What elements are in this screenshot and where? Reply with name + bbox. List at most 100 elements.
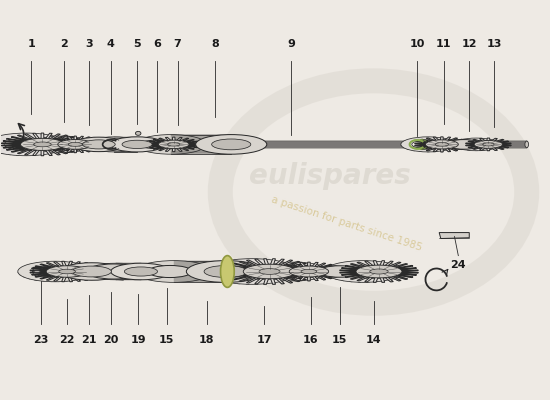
Polygon shape xyxy=(31,145,105,153)
Ellipse shape xyxy=(124,267,157,276)
Ellipse shape xyxy=(111,263,171,280)
Ellipse shape xyxy=(446,140,481,149)
Ellipse shape xyxy=(134,261,213,282)
Ellipse shape xyxy=(34,270,40,272)
Ellipse shape xyxy=(453,138,499,151)
Ellipse shape xyxy=(134,140,164,149)
Ellipse shape xyxy=(122,140,152,148)
Polygon shape xyxy=(149,140,156,148)
Ellipse shape xyxy=(436,142,448,146)
Polygon shape xyxy=(454,145,512,151)
Polygon shape xyxy=(147,137,200,152)
Text: 11: 11 xyxy=(436,39,452,49)
Ellipse shape xyxy=(206,259,299,284)
Polygon shape xyxy=(324,272,418,282)
Ellipse shape xyxy=(73,137,125,152)
Ellipse shape xyxy=(474,140,503,148)
Ellipse shape xyxy=(34,266,76,277)
Ellipse shape xyxy=(34,142,51,147)
Text: 6: 6 xyxy=(153,39,161,49)
Polygon shape xyxy=(174,261,226,282)
Polygon shape xyxy=(131,145,200,152)
Ellipse shape xyxy=(20,138,64,150)
Ellipse shape xyxy=(86,263,146,280)
Ellipse shape xyxy=(54,265,102,278)
Ellipse shape xyxy=(525,141,529,148)
Ellipse shape xyxy=(27,268,30,274)
Ellipse shape xyxy=(0,133,67,156)
Ellipse shape xyxy=(82,140,115,149)
Ellipse shape xyxy=(370,269,388,274)
Text: 18: 18 xyxy=(199,335,214,345)
Polygon shape xyxy=(2,133,84,156)
Ellipse shape xyxy=(44,140,79,149)
Text: 3: 3 xyxy=(85,39,93,49)
Ellipse shape xyxy=(46,266,88,277)
Ellipse shape xyxy=(204,266,248,278)
Ellipse shape xyxy=(412,140,444,149)
Ellipse shape xyxy=(59,269,75,274)
Ellipse shape xyxy=(289,266,329,277)
Ellipse shape xyxy=(438,140,474,149)
Polygon shape xyxy=(415,137,469,152)
Ellipse shape xyxy=(196,134,267,154)
Text: 10: 10 xyxy=(410,39,425,49)
Text: eulispares: eulispares xyxy=(249,162,411,190)
Ellipse shape xyxy=(139,266,183,278)
Ellipse shape xyxy=(275,266,315,277)
Text: 21: 21 xyxy=(81,335,97,345)
Text: 8: 8 xyxy=(211,39,219,49)
Polygon shape xyxy=(0,145,84,156)
Text: 20: 20 xyxy=(103,335,118,345)
Polygon shape xyxy=(161,266,170,277)
Ellipse shape xyxy=(131,137,184,152)
Polygon shape xyxy=(18,272,104,282)
Ellipse shape xyxy=(87,137,141,152)
Polygon shape xyxy=(116,264,141,279)
Ellipse shape xyxy=(86,264,141,279)
Polygon shape xyxy=(171,135,231,154)
Ellipse shape xyxy=(340,265,387,278)
Ellipse shape xyxy=(72,266,112,277)
Ellipse shape xyxy=(58,140,93,149)
Circle shape xyxy=(135,131,141,135)
Text: 22: 22 xyxy=(59,335,75,345)
Text: 16: 16 xyxy=(302,335,318,345)
Ellipse shape xyxy=(110,137,164,152)
Polygon shape xyxy=(466,138,512,151)
Ellipse shape xyxy=(4,138,48,150)
Polygon shape xyxy=(275,262,343,281)
Ellipse shape xyxy=(32,267,41,276)
Polygon shape xyxy=(439,232,469,238)
Ellipse shape xyxy=(140,140,171,149)
Ellipse shape xyxy=(259,269,280,274)
Ellipse shape xyxy=(135,134,207,154)
Polygon shape xyxy=(105,144,125,152)
Text: 24: 24 xyxy=(450,260,466,270)
Polygon shape xyxy=(30,261,104,282)
Ellipse shape xyxy=(401,137,455,152)
Text: 2: 2 xyxy=(60,39,68,49)
Ellipse shape xyxy=(148,266,192,278)
Text: 13: 13 xyxy=(486,39,502,49)
Polygon shape xyxy=(45,136,105,153)
Polygon shape xyxy=(261,272,343,281)
Ellipse shape xyxy=(243,264,296,279)
Polygon shape xyxy=(340,261,418,282)
Ellipse shape xyxy=(462,140,491,148)
Ellipse shape xyxy=(212,139,251,150)
Polygon shape xyxy=(456,140,464,149)
Text: 23: 23 xyxy=(33,335,48,345)
Text: 9: 9 xyxy=(288,39,295,49)
Ellipse shape xyxy=(31,136,92,153)
Ellipse shape xyxy=(483,143,494,146)
Text: 5: 5 xyxy=(133,39,141,49)
Ellipse shape xyxy=(168,143,180,146)
Ellipse shape xyxy=(356,265,402,278)
Ellipse shape xyxy=(142,140,173,149)
Text: 17: 17 xyxy=(256,335,272,345)
Polygon shape xyxy=(401,145,469,152)
Ellipse shape xyxy=(65,139,105,150)
Ellipse shape xyxy=(68,142,82,146)
Ellipse shape xyxy=(377,268,381,274)
